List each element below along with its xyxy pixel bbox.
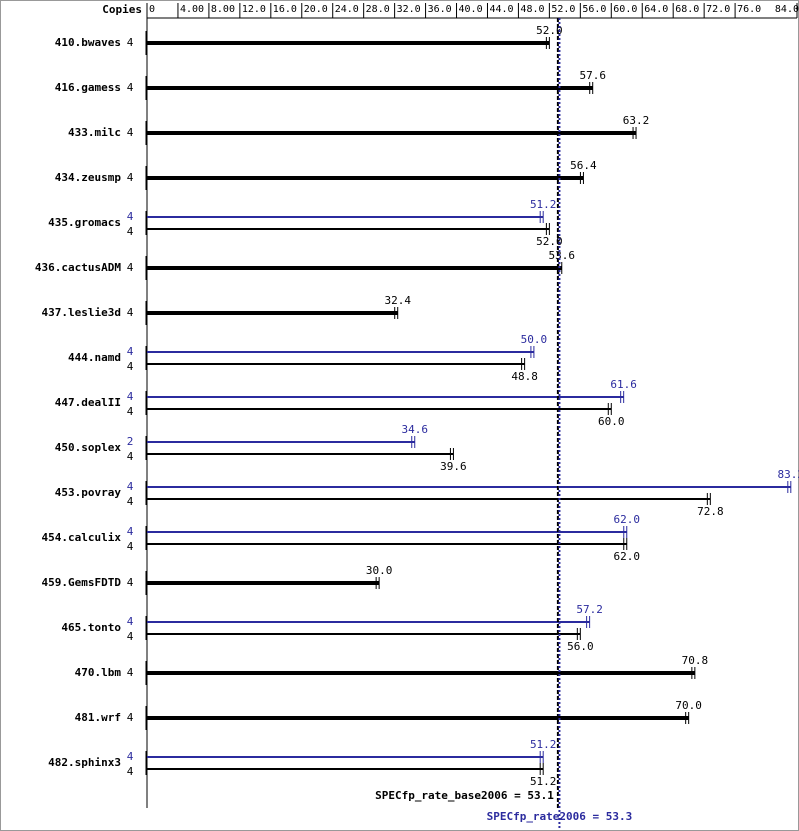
copies: 4: [127, 540, 134, 553]
copies-header: Copies: [102, 3, 142, 16]
copies: 2: [127, 435, 134, 448]
value-label: 34.6: [401, 423, 428, 436]
x-tick-label: 8.00: [211, 4, 235, 15]
value-label: 51.2: [530, 198, 557, 211]
value-label: 62.0: [614, 550, 641, 563]
value-label: 52.0: [536, 235, 563, 248]
value-label: 70.8: [682, 654, 709, 667]
category-label: 470.lbm: [75, 666, 122, 679]
value-label: 57.2: [576, 603, 603, 616]
x-tick-label: 76.0: [737, 4, 761, 15]
x-tick-label: 72.0: [706, 4, 730, 15]
category-label: 416.gamess: [55, 81, 121, 94]
copies: 4: [127, 711, 134, 724]
category-label: 447.dealII: [55, 396, 121, 409]
reference-label: SPECfp_rate2006 = 53.3: [487, 810, 633, 823]
x-tick-label: 0: [149, 4, 155, 15]
x-tick-label: 56.0: [582, 4, 606, 15]
category-label: 410.bwaves: [55, 36, 121, 49]
copies: 4: [127, 345, 134, 358]
copies: 4: [127, 525, 134, 538]
x-tick-label: 12.0: [242, 4, 266, 15]
copies: 4: [127, 210, 134, 223]
value-label: 51.2: [530, 738, 557, 751]
x-tick-label: 16.0: [273, 4, 297, 15]
copies: 4: [127, 261, 134, 274]
category-label: 482.sphinx3: [48, 756, 121, 769]
value-label: 57.6: [579, 69, 606, 82]
x-tick-label: 24.0: [335, 4, 359, 15]
value-label: 48.8: [511, 370, 538, 383]
category-label: 435.gromacs: [48, 216, 121, 229]
x-tick-label: 32.0: [397, 4, 421, 15]
x-tick-label: 48.0: [520, 4, 544, 15]
value-label: 62.0: [614, 513, 641, 526]
x-tick-label: 64.0: [644, 4, 668, 15]
copies: 4: [127, 126, 134, 139]
copies: 4: [127, 225, 134, 238]
copies: 4: [127, 765, 134, 778]
x-tick-label: 84.0: [775, 4, 799, 15]
category-label: 436.cactusADM: [35, 261, 121, 274]
category-label: 434.zeusmp: [55, 171, 122, 184]
category-label: 444.namd: [68, 351, 121, 364]
value-label: 70.0: [675, 699, 702, 712]
value-label: 56.0: [567, 640, 594, 653]
copies: 4: [127, 81, 134, 94]
copies: 4: [127, 306, 134, 319]
copies: 4: [127, 171, 134, 184]
value-label: 32.4: [384, 294, 411, 307]
category-label: 465.tonto: [61, 621, 121, 634]
copies: 4: [127, 390, 134, 403]
x-tick-label: 4.00: [180, 4, 204, 15]
x-tick-label: 44.0: [489, 4, 513, 15]
x-tick-label: 40.0: [459, 4, 483, 15]
x-tick-label: 20.0: [304, 4, 328, 15]
category-label: 453.povray: [55, 486, 122, 499]
value-label: 39.6: [440, 460, 467, 473]
value-label: 83.2: [778, 468, 799, 481]
value-label: 56.4: [570, 159, 597, 172]
value-label: 53.6: [549, 249, 576, 262]
value-label: 51.2: [530, 775, 557, 788]
category-label: 437.leslie3d: [42, 306, 121, 319]
x-tick-label: 28.0: [366, 4, 390, 15]
x-tick-label: 52.0: [551, 4, 575, 15]
copies: 4: [127, 495, 134, 508]
category-label: 433.milc: [68, 126, 121, 139]
x-tick-label: 68.0: [675, 4, 699, 15]
copies: 4: [127, 615, 134, 628]
copies: 4: [127, 666, 134, 679]
copies: 4: [127, 576, 134, 589]
copies: 4: [127, 750, 134, 763]
value-label: 61.6: [610, 378, 637, 391]
category-label: 459.GemsFDTD: [42, 576, 122, 589]
copies: 4: [127, 480, 134, 493]
copies: 4: [127, 36, 134, 49]
copies: 4: [127, 450, 134, 463]
value-label: 52.0: [536, 24, 563, 37]
x-tick-label: 36.0: [428, 4, 452, 15]
value-label: 72.8: [697, 505, 724, 518]
category-label: 481.wrf: [75, 711, 121, 724]
copies: 4: [127, 405, 134, 418]
copies: 4: [127, 630, 134, 643]
value-label: 30.0: [366, 564, 393, 577]
copies: 4: [127, 360, 134, 373]
value-label: 50.0: [521, 333, 548, 346]
value-label: 63.2: [623, 114, 650, 127]
reference-label: SPECfp_rate_base2006 = 53.1: [375, 789, 554, 802]
category-label: 450.soplex: [55, 441, 122, 454]
x-tick-label: 60.0: [613, 4, 637, 15]
value-label: 60.0: [598, 415, 625, 428]
category-label: 454.calculix: [42, 531, 122, 544]
